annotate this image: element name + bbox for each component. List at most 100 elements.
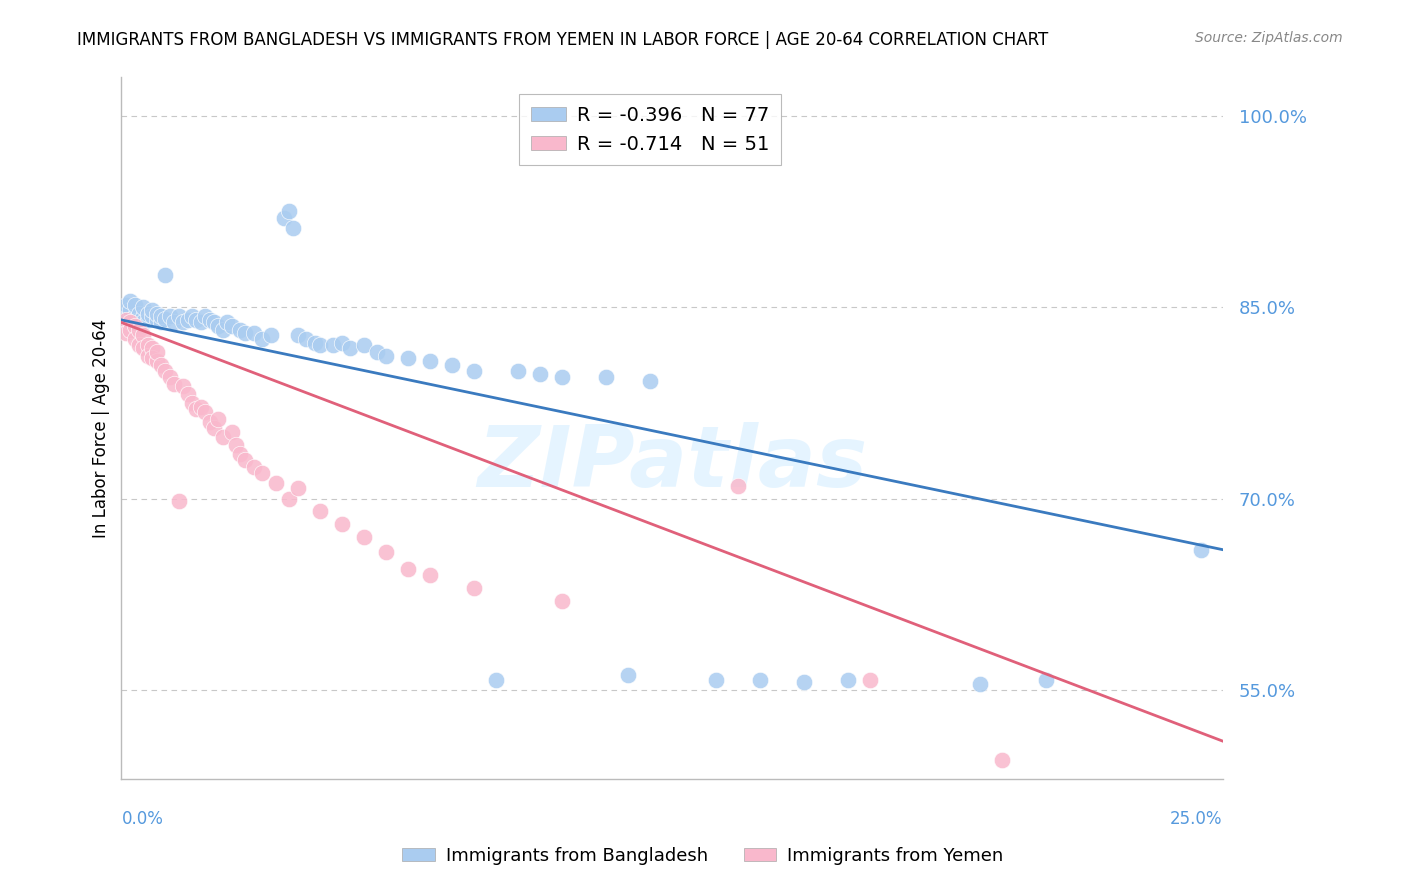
Point bbox=[419, 353, 441, 368]
Point bbox=[859, 673, 882, 687]
Point bbox=[120, 323, 142, 337]
Text: 25.0%: 25.0% bbox=[1170, 810, 1223, 828]
Point bbox=[136, 313, 159, 327]
Point bbox=[132, 310, 155, 325]
Point bbox=[242, 459, 264, 474]
Point bbox=[485, 673, 508, 687]
Point bbox=[124, 297, 146, 311]
Point bbox=[124, 332, 146, 346]
Point bbox=[124, 309, 146, 323]
Point bbox=[229, 323, 252, 337]
Point bbox=[233, 453, 256, 467]
Point bbox=[136, 307, 159, 321]
Point bbox=[233, 326, 256, 340]
Point bbox=[190, 316, 212, 330]
Point bbox=[163, 316, 186, 330]
Point bbox=[159, 370, 181, 384]
Point bbox=[181, 396, 204, 410]
Point bbox=[167, 309, 190, 323]
Point bbox=[273, 211, 295, 225]
Point bbox=[217, 316, 239, 330]
Point bbox=[463, 581, 485, 595]
Point bbox=[463, 364, 485, 378]
Point bbox=[115, 326, 138, 340]
Point bbox=[396, 351, 419, 366]
Point bbox=[551, 370, 574, 384]
Point bbox=[132, 300, 155, 314]
Point bbox=[207, 319, 229, 334]
Point bbox=[207, 412, 229, 426]
Point bbox=[252, 332, 274, 346]
Point bbox=[186, 402, 208, 417]
Point bbox=[749, 673, 772, 687]
Point bbox=[186, 313, 208, 327]
Point bbox=[221, 425, 243, 440]
Point bbox=[115, 307, 138, 321]
Y-axis label: In Labor Force | Age 20-64: In Labor Force | Age 20-64 bbox=[93, 318, 110, 538]
Point bbox=[150, 316, 173, 330]
Point bbox=[181, 309, 204, 323]
Point bbox=[120, 302, 142, 317]
Legend: Immigrants from Bangladesh, Immigrants from Yemen: Immigrants from Bangladesh, Immigrants f… bbox=[395, 840, 1011, 872]
Point bbox=[145, 353, 167, 368]
Point bbox=[172, 316, 194, 330]
Point bbox=[308, 338, 330, 352]
Point bbox=[727, 479, 749, 493]
Point bbox=[194, 405, 217, 419]
Point bbox=[277, 204, 299, 219]
Point bbox=[141, 341, 163, 355]
Point bbox=[704, 673, 727, 687]
Point bbox=[202, 421, 225, 435]
Point bbox=[128, 313, 150, 327]
Point bbox=[198, 313, 221, 327]
Point bbox=[252, 466, 274, 480]
Point bbox=[190, 400, 212, 414]
Point bbox=[176, 313, 198, 327]
Point bbox=[353, 338, 375, 352]
Point bbox=[339, 341, 361, 355]
Point bbox=[330, 335, 353, 350]
Point bbox=[308, 504, 330, 518]
Point bbox=[163, 376, 186, 391]
Point bbox=[396, 562, 419, 576]
Text: Source: ZipAtlas.com: Source: ZipAtlas.com bbox=[1195, 31, 1343, 45]
Point bbox=[115, 313, 138, 327]
Point bbox=[283, 221, 305, 235]
Point bbox=[115, 316, 138, 330]
Point bbox=[132, 316, 155, 330]
Point bbox=[793, 675, 815, 690]
Point bbox=[264, 476, 287, 491]
Point bbox=[529, 367, 551, 381]
Point bbox=[155, 311, 177, 326]
Point bbox=[132, 328, 155, 343]
Point bbox=[150, 358, 173, 372]
Point bbox=[295, 332, 318, 346]
Point bbox=[198, 415, 221, 429]
Point bbox=[155, 268, 177, 283]
Point bbox=[155, 364, 177, 378]
Point bbox=[120, 313, 142, 327]
Point bbox=[229, 447, 252, 461]
Point bbox=[304, 335, 326, 350]
Point bbox=[1189, 542, 1212, 557]
Point bbox=[141, 351, 163, 366]
Point bbox=[287, 328, 309, 343]
Point bbox=[353, 530, 375, 544]
Point bbox=[145, 307, 167, 321]
Point bbox=[277, 491, 299, 506]
Point bbox=[128, 319, 150, 334]
Point bbox=[211, 323, 233, 337]
Point bbox=[837, 673, 859, 687]
Point bbox=[141, 309, 163, 323]
Point bbox=[145, 344, 167, 359]
Point bbox=[969, 676, 991, 690]
Point bbox=[242, 326, 264, 340]
Point bbox=[225, 438, 247, 452]
Point bbox=[136, 349, 159, 363]
Point bbox=[374, 545, 396, 559]
Point bbox=[221, 319, 243, 334]
Point bbox=[194, 309, 217, 323]
Point bbox=[330, 517, 353, 532]
Point bbox=[551, 593, 574, 607]
Point bbox=[120, 316, 142, 330]
